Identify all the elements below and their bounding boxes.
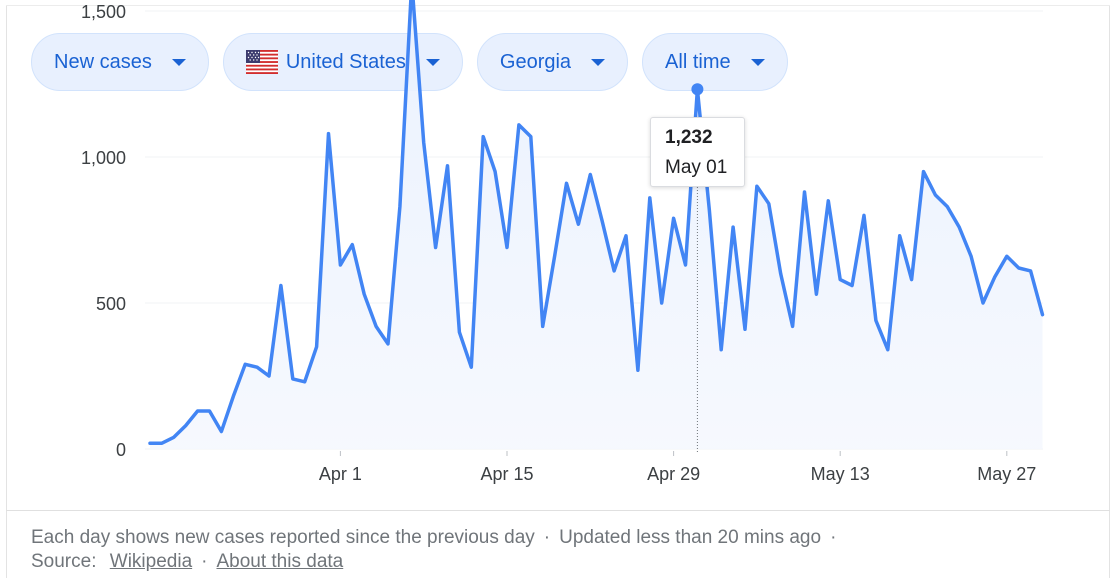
cases-area [150, 0, 1043, 449]
footer-note: Each day shows new cases reported since … [31, 527, 535, 548]
separator-dot: · [830, 527, 837, 548]
x-tick-label: Apr 29 [647, 464, 700, 484]
footer-source-row: Source: Wikipedia · About this data [31, 551, 343, 573]
metric-label: New cases [54, 50, 152, 73]
footer-divider [6, 510, 1110, 511]
caret-down-icon [425, 58, 440, 66]
separator-dot: · [543, 527, 551, 548]
y-tick-label: 1,000 [81, 148, 126, 168]
source-label: Source: [31, 551, 97, 572]
region-dropdown[interactable]: Georgia [476, 33, 629, 91]
footer-note-row: Each day shows new cases reported since … [31, 527, 845, 549]
caret-down-icon [171, 58, 186, 66]
range-dropdown[interactable]: All time [642, 33, 788, 91]
footer-updated: Updated less than 20 mins ago [559, 527, 822, 548]
hover-point [691, 83, 704, 96]
x-tick-label: Apr 1 [319, 464, 362, 484]
filter-bar: New cases United States [31, 33, 788, 91]
caret-down-icon [591, 58, 606, 66]
cases-line [148, 0, 1045, 445]
country-dropdown[interactable]: United States [222, 33, 463, 91]
us-flag-icon [245, 50, 278, 74]
wikipedia-link[interactable]: Wikipedia [109, 551, 193, 572]
range-label: All time [665, 50, 731, 73]
about-data-link[interactable]: About this data [216, 551, 344, 572]
country-label: United States [285, 50, 406, 73]
x-tick-label: May 27 [977, 464, 1036, 484]
tooltip-date: May 01 [665, 157, 728, 178]
x-tick-label: May 13 [811, 464, 870, 484]
x-tick-label: Apr 15 [480, 464, 533, 484]
caret-down-icon [750, 58, 765, 66]
metric-dropdown[interactable]: New cases [31, 33, 209, 91]
tooltip-value: 1,232 [665, 127, 713, 148]
region-label: Georgia [499, 50, 572, 73]
card-top-border [6, 5, 1110, 6]
y-tick-label: 500 [96, 294, 126, 314]
y-tick-label: 1,500 [81, 2, 126, 22]
separator-dot: · [201, 551, 208, 572]
y-tick-label: 0 [116, 440, 126, 460]
hover-tooltip: 1,232 May 01 [650, 117, 745, 187]
